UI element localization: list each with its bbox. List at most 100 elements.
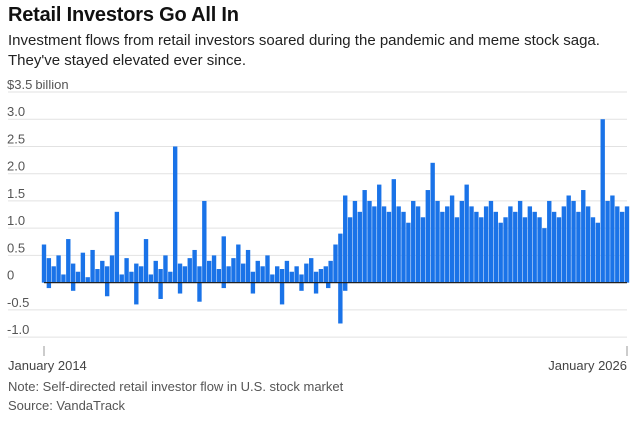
bar	[124, 258, 129, 283]
bar	[51, 266, 56, 283]
bar	[445, 206, 450, 283]
bar	[435, 200, 440, 283]
bar	[187, 258, 192, 283]
y-tick-label: 0	[7, 268, 14, 283]
bar	[551, 211, 557, 283]
bar	[313, 282, 319, 294]
bar	[561, 206, 567, 283]
bar	[430, 162, 435, 283]
bar	[396, 206, 401, 283]
bar	[294, 266, 299, 283]
bar	[192, 249, 197, 283]
y-tick-label: 2.0	[7, 159, 25, 174]
bar	[362, 190, 367, 283]
bar	[377, 184, 382, 283]
bar	[571, 200, 576, 283]
bar	[163, 255, 168, 283]
bar	[323, 266, 328, 283]
bar	[250, 282, 256, 294]
bar	[299, 282, 304, 291]
bar	[129, 271, 134, 283]
bar	[104, 266, 110, 283]
bar	[309, 258, 314, 283]
bar	[202, 200, 207, 283]
y-tick-label: 1.5	[7, 186, 25, 201]
bar	[328, 260, 333, 283]
bar	[343, 282, 348, 291]
bar	[279, 282, 285, 305]
bar	[143, 239, 149, 283]
bar	[542, 228, 547, 283]
y-tick-label: -1.0	[7, 322, 29, 337]
bar	[318, 269, 324, 283]
bar	[216, 269, 222, 283]
bar	[391, 179, 396, 283]
bar	[100, 260, 105, 283]
bar	[581, 190, 586, 283]
bar	[595, 222, 601, 283]
x-axis: January 2014 January 2026	[8, 346, 628, 373]
bar	[313, 271, 319, 283]
bar	[357, 211, 362, 283]
bar	[46, 282, 52, 289]
bar	[148, 274, 154, 283]
x-label-start: January 2014	[8, 358, 87, 373]
y-tick-label: 3.0	[7, 104, 25, 119]
chart-area: $3.5 billion 3.0 2.5 2.0 1.5 1.0 0.5 0 -0.5 -1.0 J…	[7, 80, 630, 373]
y-tick-label: -0.5	[7, 295, 29, 310]
bar	[454, 217, 460, 283]
bar	[459, 200, 465, 283]
bar	[255, 260, 260, 283]
bar	[483, 206, 489, 283]
bar	[503, 217, 508, 283]
y-unit-label: billion	[35, 80, 68, 92]
bar	[624, 206, 630, 283]
bar-series	[41, 119, 630, 324]
bar	[168, 271, 173, 283]
bar	[513, 211, 518, 283]
bar	[517, 200, 523, 283]
bar	[304, 263, 309, 283]
bar	[182, 266, 188, 283]
bar	[245, 249, 251, 283]
bar	[158, 269, 163, 283]
bar	[347, 217, 353, 283]
y-axis: $3.5 billion 3.0 2.5 2.0 1.5 1.0 0.5 0 -0.5 -1.0	[7, 80, 69, 337]
y-tick-label: $3.5 billion	[7, 80, 69, 92]
bar	[576, 211, 581, 283]
bar	[70, 282, 76, 291]
y-tick-label: 2.5	[7, 131, 25, 146]
bar	[367, 200, 372, 283]
bar	[605, 200, 610, 283]
chart-subtitle: Investment flows from retail investors s…	[8, 32, 600, 69]
bar	[386, 211, 392, 283]
bar	[119, 274, 124, 283]
bar	[532, 211, 537, 283]
bar	[527, 206, 533, 283]
bar	[469, 206, 474, 283]
bar	[338, 282, 343, 324]
bar	[241, 263, 246, 283]
bar	[114, 211, 120, 283]
bar	[488, 200, 494, 283]
bar	[615, 206, 620, 283]
y-tick-label: 1.0	[7, 213, 25, 228]
bar	[299, 274, 304, 283]
bar	[260, 266, 265, 283]
bar	[338, 233, 343, 283]
bar	[211, 255, 217, 283]
bar	[80, 252, 86, 283]
bar	[343, 195, 348, 283]
bar	[41, 244, 47, 283]
bar	[221, 282, 226, 289]
bar	[590, 217, 596, 283]
bar	[197, 266, 202, 283]
bar	[236, 244, 241, 283]
chart-note: Note: Self-directed retail investor flow…	[8, 379, 344, 394]
bar	[61, 274, 66, 283]
bar	[425, 190, 430, 283]
bar	[177, 263, 183, 283]
bar	[70, 263, 76, 283]
bar	[197, 282, 202, 302]
bar	[134, 263, 139, 283]
